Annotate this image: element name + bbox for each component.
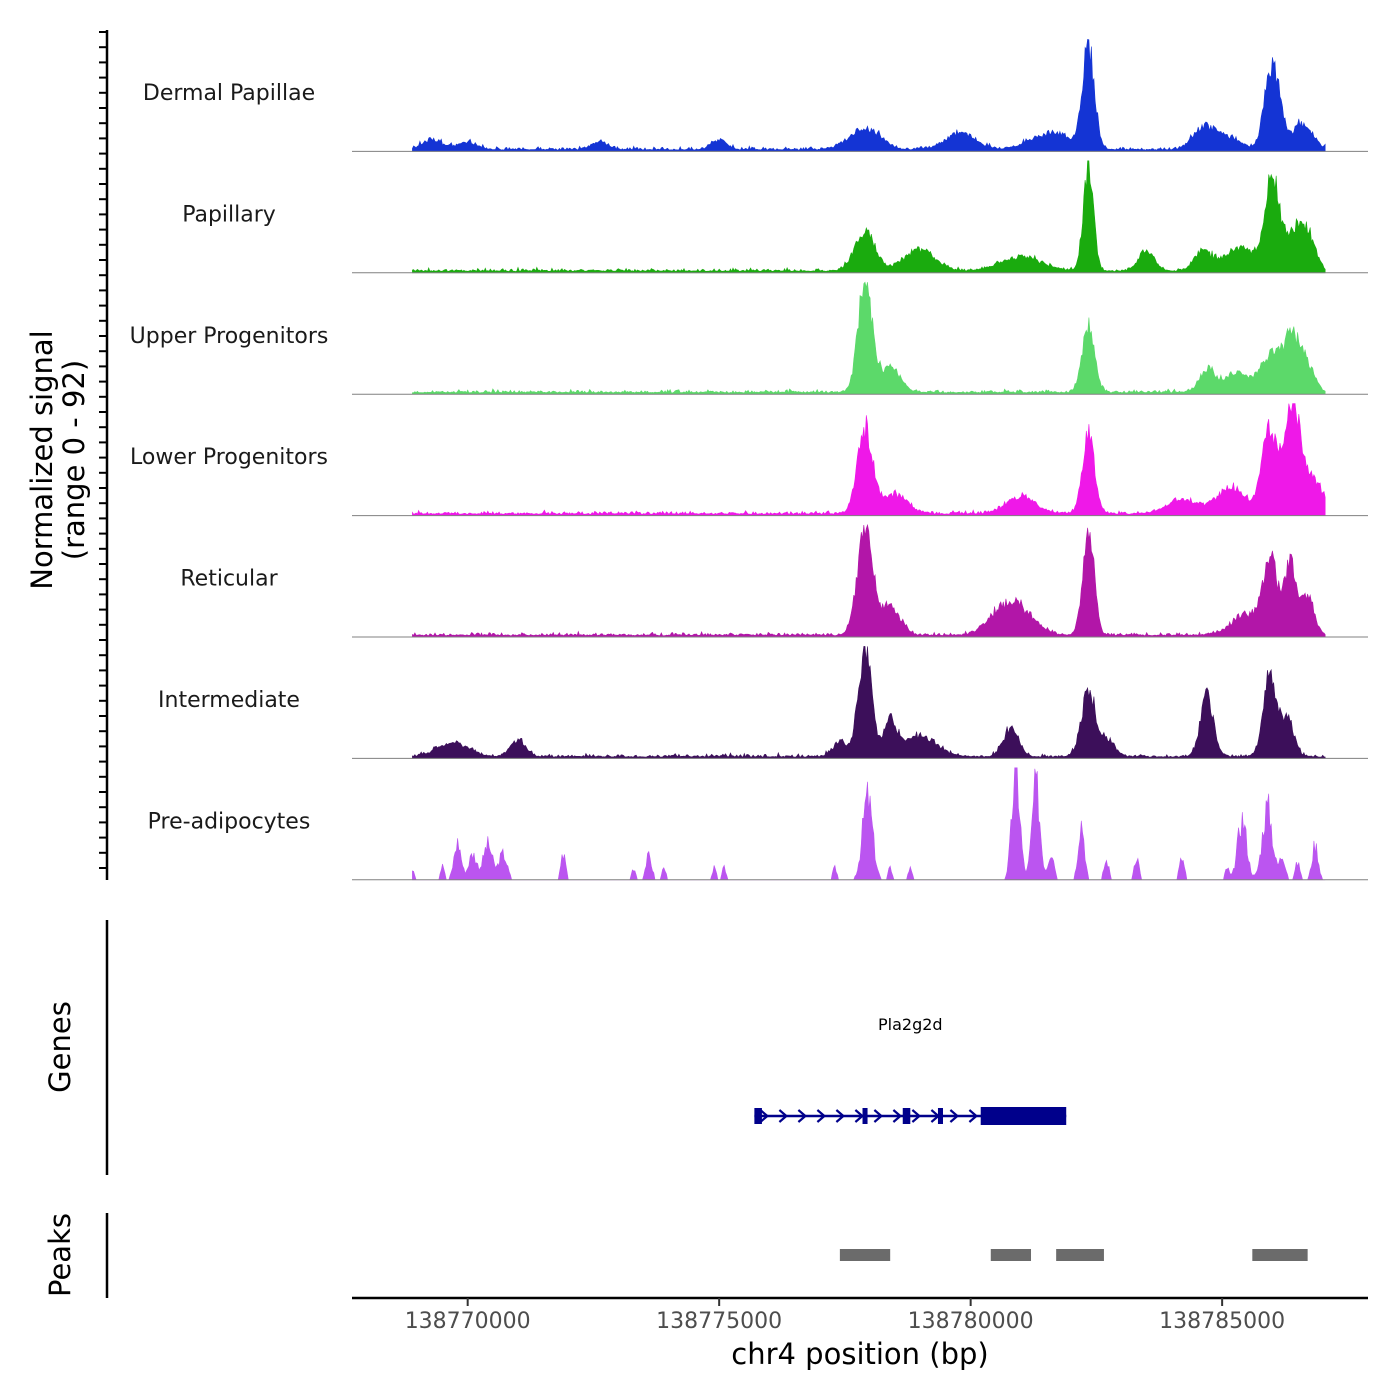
peak-region <box>1252 1249 1308 1261</box>
y-axis-title: Normalized signal (range 0 - 92) <box>25 330 91 589</box>
track-dermal-papillae: Dermal Papillae <box>143 39 1368 152</box>
gene-name-label: Pla2g2d <box>878 1015 943 1034</box>
y-axis-title-line2: (range 0 - 92) <box>57 360 91 560</box>
strand-arrow <box>892 1109 903 1123</box>
strand-arrow <box>835 1109 846 1123</box>
strand-arrow <box>854 1109 865 1123</box>
peaks-track <box>839 1249 1308 1261</box>
track-label: Pre-adipocytes <box>148 809 311 834</box>
track-intermediate: Intermediate <box>158 646 1368 759</box>
track-label: Papillary <box>182 202 276 227</box>
track-papillary: Papillary <box>182 160 1368 274</box>
strand-arrow <box>873 1109 884 1123</box>
signal-area <box>412 403 1326 516</box>
signal-area <box>412 523 1326 638</box>
strand-arrow <box>911 1109 922 1123</box>
gene-exon <box>862 1108 868 1124</box>
strand-arrow <box>816 1109 827 1123</box>
track-upper-progenitors: Upper Progenitors <box>130 281 1368 395</box>
gene-track: Pla2g2d <box>754 1015 1067 1125</box>
gene-exon <box>902 1108 911 1124</box>
x-tick-label: 138770000 <box>405 1309 531 1334</box>
track-lower-progenitors: Lower Progenitors <box>130 403 1368 517</box>
x-axis-title: chr4 position (bp) <box>731 1337 988 1371</box>
track-reticular: Reticular <box>180 523 1368 638</box>
x-tick-label: 138775000 <box>656 1309 782 1334</box>
gene-exon <box>754 1108 762 1124</box>
track-label: Intermediate <box>158 688 300 713</box>
gene-exon <box>937 1108 943 1124</box>
coverage-y-ticks <box>99 31 107 869</box>
track-label: Lower Progenitors <box>130 445 328 470</box>
peak-region <box>1056 1249 1104 1261</box>
x-tick-label: 138780000 <box>908 1309 1034 1334</box>
track-label: Dermal Papillae <box>143 81 315 106</box>
peaks-panel-label: Peaks <box>43 1213 77 1297</box>
signal-area <box>412 281 1326 395</box>
x-tick-label: 138785000 <box>1159 1309 1285 1334</box>
signal-area <box>412 160 1326 274</box>
signal-area <box>412 767 1326 881</box>
genes-panel-label: Genes <box>43 1001 77 1093</box>
track-pre-adipocytes: Pre-adipocytes <box>148 767 1368 881</box>
peak-region <box>990 1249 1032 1261</box>
track-label: Upper Progenitors <box>130 324 329 349</box>
strand-arrow <box>797 1109 808 1123</box>
strand-arrow <box>949 1109 960 1123</box>
signal-area <box>412 646 1326 759</box>
gene-exon <box>980 1107 1067 1125</box>
peak-region <box>839 1249 891 1261</box>
signal-area <box>412 39 1326 152</box>
track-label: Reticular <box>180 567 278 592</box>
signal-tracks: Dermal Papillae Papillary Upper Progenitor… <box>130 39 1368 881</box>
strand-arrow <box>759 1109 770 1123</box>
y-axis-title-line1: Normalized signal <box>25 330 59 589</box>
strand-arrow <box>968 1109 979 1123</box>
strand-arrow <box>778 1109 789 1123</box>
x-axis-ticks: 138770000 138775000 138780000 138785000 <box>405 1298 1285 1334</box>
